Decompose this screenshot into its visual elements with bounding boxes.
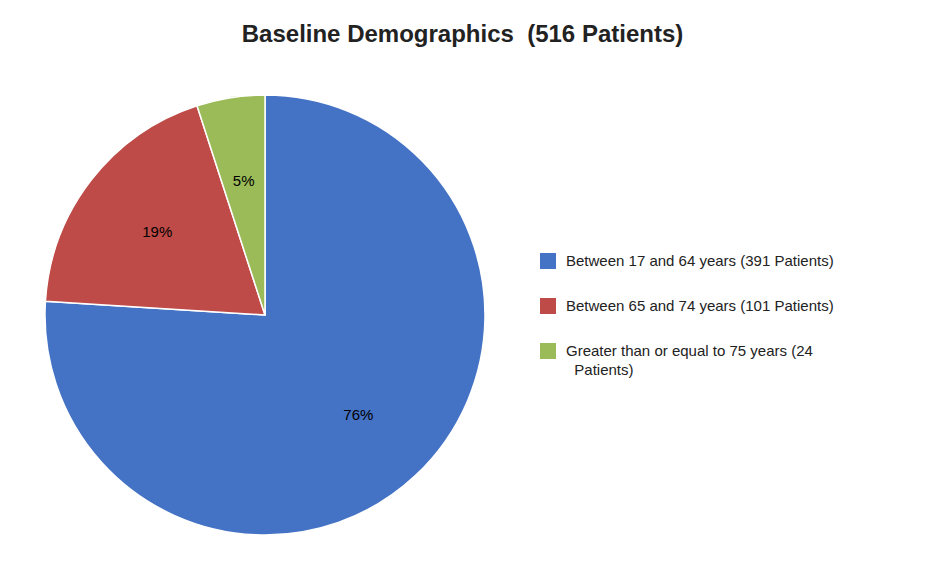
legend-label-line: Greater than or equal to 75 years (24	[566, 342, 813, 359]
legend-label: Greater than or equal to 75 years (24 Pa…	[566, 342, 813, 378]
pie	[45, 95, 485, 535]
chart-title: Baseline Demographics (516 Patients)	[242, 20, 684, 47]
data-label: 19%	[142, 223, 172, 240]
pie-slice	[197, 95, 265, 315]
legend-label-line: Patients)	[566, 361, 634, 378]
legend-label: Between 65 and 74 years (101 Patients)	[566, 297, 834, 314]
legend-label-line: Between 17 and 64 years (391 Patients)	[566, 252, 834, 269]
legend-swatch	[540, 343, 556, 359]
chart-svg: Baseline Demographics (516 Patients) 76% 1…	[0, 0, 925, 567]
data-label: 76%	[343, 406, 373, 423]
chart-container: Baseline Demographics (516 Patients) 76% 1…	[0, 0, 925, 567]
legend-label: Between 17 and 64 years (391 Patients)	[566, 252, 834, 269]
legend-swatch	[540, 253, 556, 269]
legend-swatch	[540, 298, 556, 314]
legend: Between 17 and 64 years (391 Patients) Be…	[540, 252, 834, 378]
data-labels: 76% 19% 5%	[142, 172, 373, 423]
background	[0, 0, 925, 567]
legend-label-line: Between 65 and 74 years (101 Patients)	[566, 297, 834, 314]
data-label: 5%	[233, 172, 255, 189]
pie-slice	[45, 95, 485, 535]
